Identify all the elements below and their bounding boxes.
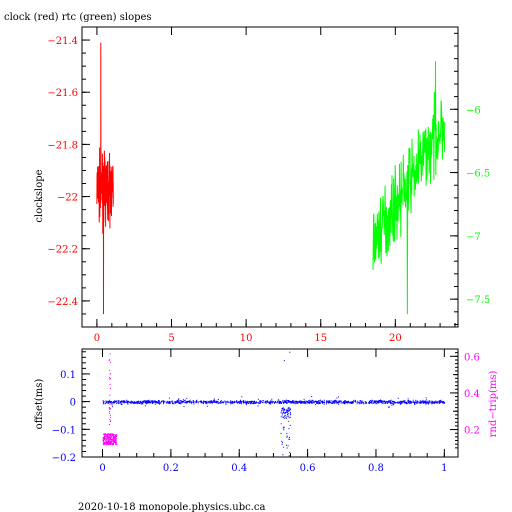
top-y-tick-label: −21.8 bbox=[47, 140, 78, 151]
top-y2-tick-label: −7 bbox=[466, 232, 481, 243]
bottom-plot-frame bbox=[81, 348, 459, 458]
top-plot-area: −21.4 −21.6 −21.8 −22 −22.2 −22.4 −6 −6.5 −7 −7.5… bbox=[47, 26, 490, 344]
offset-scatter-points bbox=[102, 351, 445, 457]
bottom-x-tick-label: 0.2 bbox=[163, 463, 179, 474]
chart-title: clock (red) rtc (green) slopes bbox=[4, 12, 152, 23]
bottom-x-tick-label: 0.6 bbox=[300, 463, 316, 474]
footer-hostname-date: 2020-10-18 monopole.physics.ubc.ca bbox=[78, 502, 265, 512]
rtc-slope-series-line bbox=[372, 61, 446, 315]
top-y-axis-label: clockslope bbox=[34, 169, 45, 222]
bottom-plot-area: 0.1 0 −0.1 −0.2 0.6 0.4 0.2 0 0.2 0.4 0.6 0.8 1 bbox=[52, 348, 480, 474]
top-plot-frame bbox=[81, 26, 459, 328]
top-y-tick-label: −22.4 bbox=[47, 297, 78, 308]
top-x-tick-label: 10 bbox=[240, 333, 253, 344]
bottom-y-tick-label: 0.1 bbox=[60, 370, 76, 381]
bottom-y2-tick-label: 0.6 bbox=[464, 352, 480, 363]
bottom-y-axis-label: offset(ms) bbox=[34, 379, 45, 430]
top-x-tick-label: 15 bbox=[314, 333, 327, 344]
round-trip-scatter-points bbox=[102, 353, 118, 446]
bottom-y-tick-label: −0.1 bbox=[52, 425, 76, 436]
top-y-tick-label: −21.6 bbox=[47, 88, 78, 99]
clock-slope-series-line bbox=[96, 42, 114, 315]
top-y2-tick-label: −6 bbox=[466, 105, 481, 116]
bottom-x-tick-label: 0 bbox=[99, 463, 105, 474]
top-y-tick-label: −21.4 bbox=[47, 36, 78, 47]
top-x-tick-label: 0 bbox=[94, 333, 100, 344]
bottom-x-tick-label: 1 bbox=[441, 463, 447, 474]
bottom-y2-axis-label: rnd−trip(ms) bbox=[488, 370, 499, 437]
top-x-tick-label: 5 bbox=[168, 333, 174, 344]
top-y2-tick-label: −6.5 bbox=[466, 169, 490, 180]
top-x-tick-label: 20 bbox=[389, 333, 402, 344]
bottom-x-tick-label: 0.4 bbox=[231, 463, 247, 474]
top-y-tick-label: −22.2 bbox=[47, 245, 78, 256]
bottom-y2-tick-label: 0.2 bbox=[464, 426, 480, 437]
bottom-x-tick-label: 0.8 bbox=[368, 463, 384, 474]
bottom-y-tick-label: 0 bbox=[70, 398, 76, 409]
bottom-y-tick-label: −0.2 bbox=[52, 453, 76, 464]
top-y-tick-label: −22 bbox=[57, 193, 78, 204]
top-y2-tick-label: −7.5 bbox=[466, 295, 490, 306]
bottom-y2-tick-label: 0.4 bbox=[464, 389, 480, 400]
